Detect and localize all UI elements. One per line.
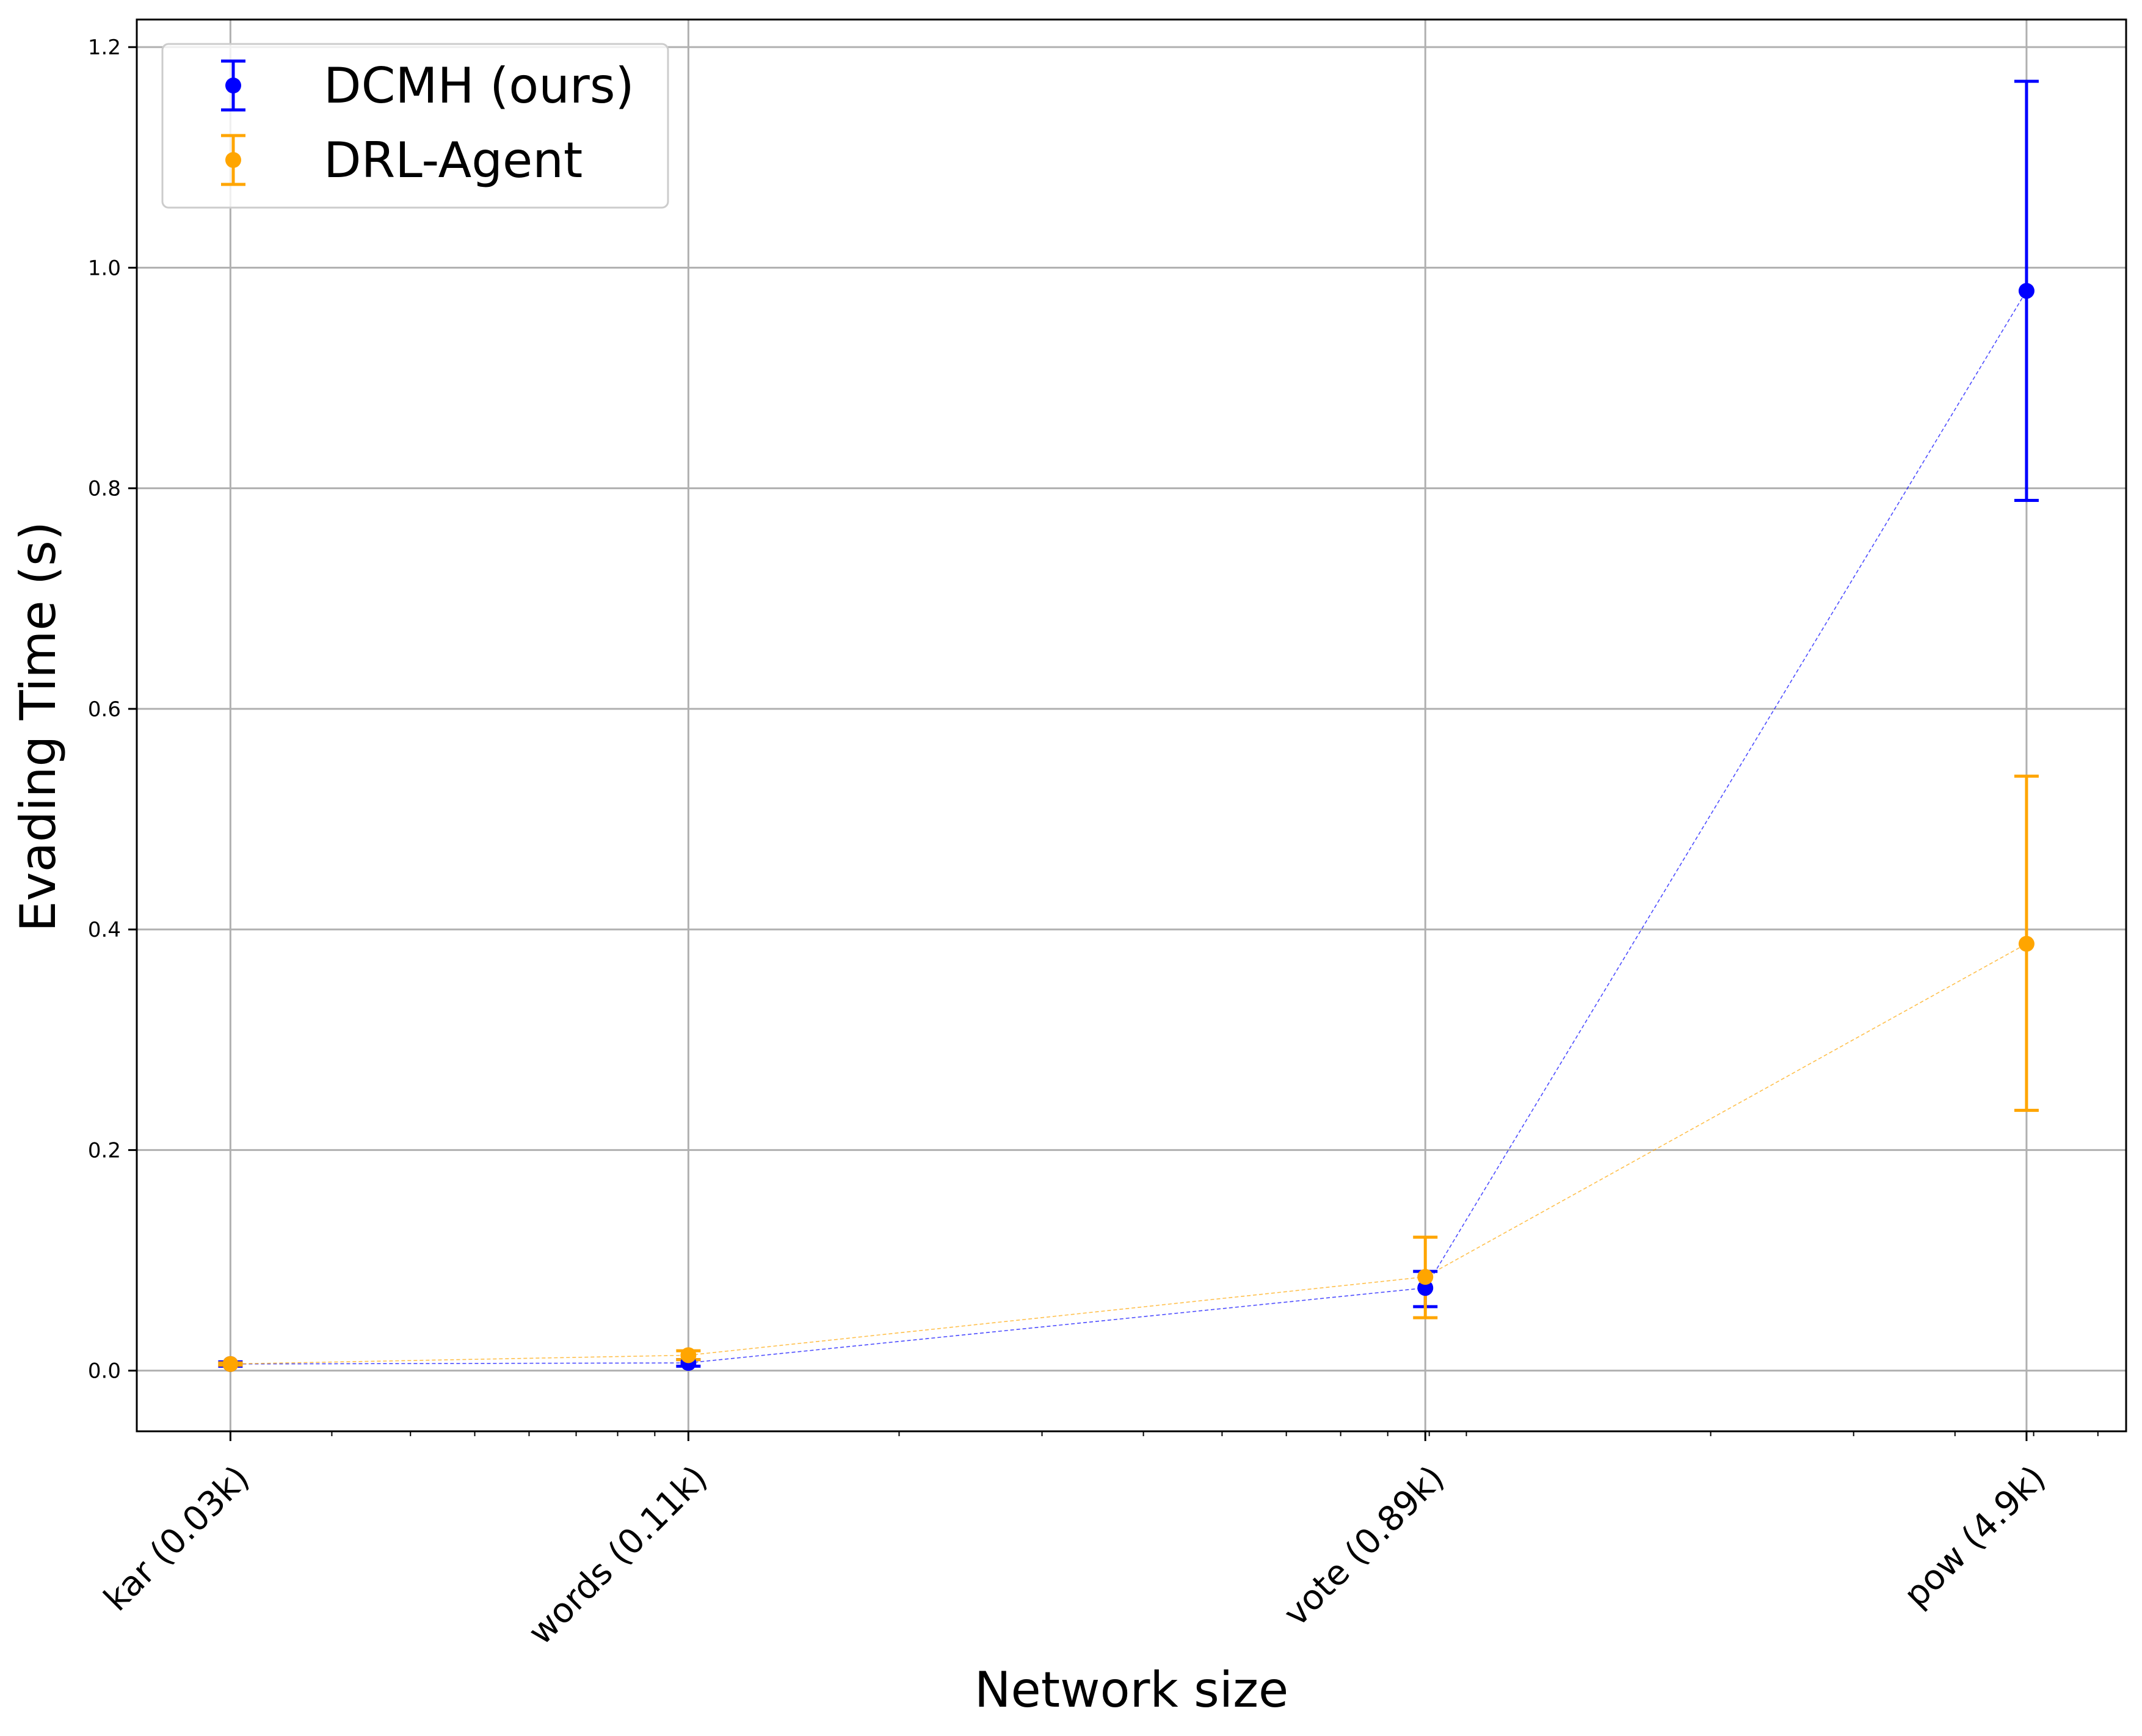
y-tick-label: 0.0 bbox=[88, 1359, 121, 1384]
data-point bbox=[1417, 1269, 1434, 1285]
data-point bbox=[680, 1347, 697, 1364]
series-lines bbox=[230, 290, 2027, 1365]
series-line-1 bbox=[230, 943, 2027, 1365]
legend-box bbox=[161, 43, 669, 209]
legend-marker bbox=[225, 78, 241, 93]
legend-marker bbox=[225, 152, 241, 168]
plot-frame bbox=[136, 18, 2127, 1433]
legend-label: DCMH (ours) bbox=[324, 57, 634, 114]
legend-items: DCMH (ours) DRL-Agent bbox=[221, 57, 634, 189]
y-tick-label: 1.2 bbox=[88, 35, 121, 60]
y-tick-label: 0.6 bbox=[88, 697, 121, 722]
y-axis-ticks: 0.0 0.2 0.4 0.6 0.8 1.0 1.2 bbox=[88, 35, 137, 1384]
series-line-0 bbox=[230, 290, 2027, 1365]
legend: DCMH (ours) DRL-Agent bbox=[161, 43, 669, 209]
y-tick-label: 1.0 bbox=[88, 256, 121, 280]
x-axis-label: Network size bbox=[975, 1662, 1289, 1718]
y-tick-label: 0.2 bbox=[88, 1138, 121, 1163]
data-point bbox=[222, 1356, 239, 1372]
y-tick-label: 0.8 bbox=[88, 477, 121, 501]
data-points bbox=[222, 283, 2035, 1372]
legend-label: DRL-Agent bbox=[324, 132, 583, 189]
y-axis-label: Evading Time (s) bbox=[10, 521, 67, 932]
data-point bbox=[2018, 283, 2035, 299]
data-point bbox=[2018, 935, 2035, 952]
data-point bbox=[1417, 1280, 1434, 1296]
y-tick-label: 0.4 bbox=[88, 918, 121, 942]
